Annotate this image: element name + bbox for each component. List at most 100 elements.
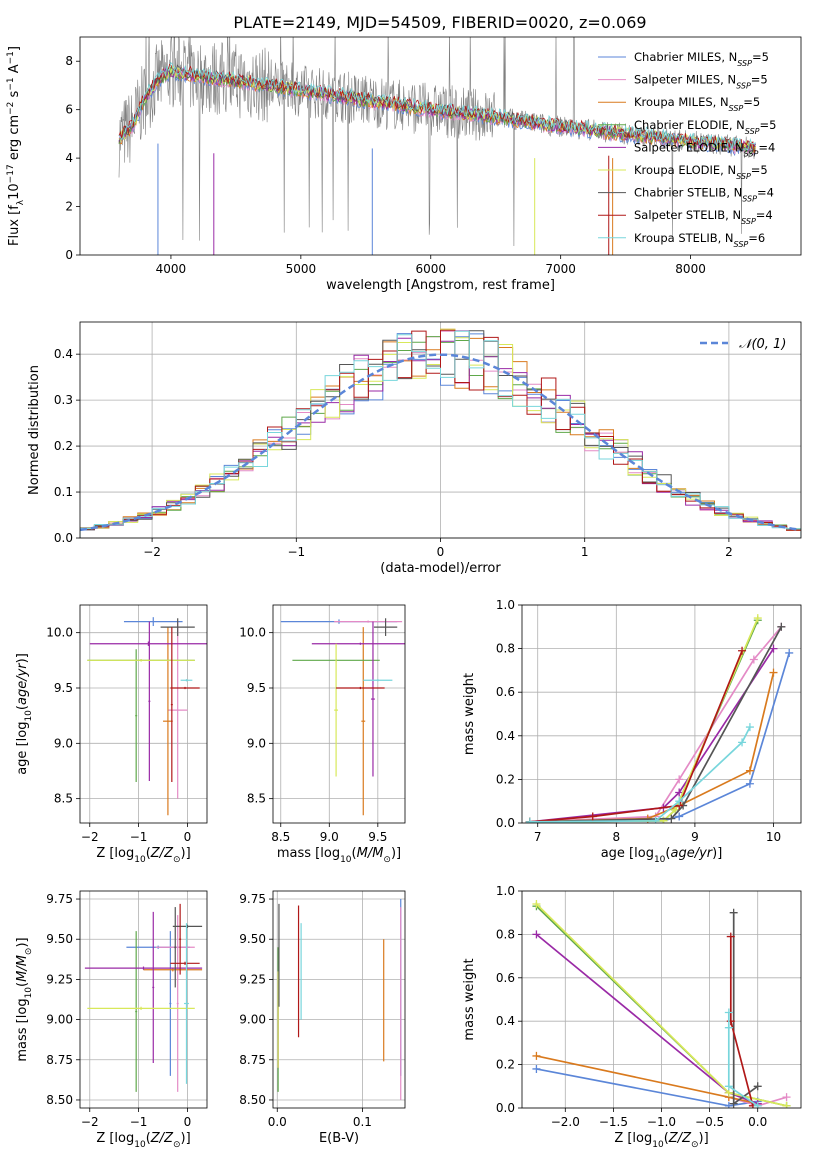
x-axis-label: E(B-V): [319, 1131, 359, 1146]
y-axis-label: mass weight: [462, 958, 477, 1040]
y-tick-label: 0.2: [54, 439, 73, 453]
weight-marker: [724, 1101, 733, 1108]
y-tick-label: 9.25: [239, 972, 266, 986]
y-tick-label: 0.2: [496, 772, 515, 786]
axes-frame: [272, 604, 406, 824]
weight-series: [529, 652, 791, 823]
x-tick-label: −1: [287, 545, 305, 559]
x-tick-label: 2: [725, 545, 733, 559]
weight-series: [529, 648, 775, 823]
x-tick-label: 0: [184, 1115, 192, 1129]
y-tick-label: 8.5: [247, 792, 266, 806]
y-tick-label: 9.50: [46, 932, 73, 946]
weight-marker: [729, 908, 738, 917]
axes-frame: [79, 890, 208, 1109]
weight-lines: [532, 900, 791, 1108]
weight-marker: [525, 817, 534, 823]
y-tick-label: 8.75: [46, 1053, 73, 1067]
weight-series: [529, 626, 783, 823]
x-axis-label: mass [log10(M/M⊙)]: [277, 846, 401, 865]
weight-marker: [675, 788, 684, 797]
weight-marker: [749, 655, 758, 664]
weight-marker: [745, 779, 754, 788]
x-tick-label: 0: [184, 830, 192, 844]
y-tick-label: 9.0: [54, 736, 73, 750]
legend-label: Chabrier MILES, NSSP=5: [634, 50, 769, 68]
weight-marker: [532, 900, 541, 909]
y-tick-label: 0.8: [496, 927, 515, 941]
weight-marker: [745, 766, 754, 775]
y-tick-label: 9.00: [239, 1013, 266, 1027]
weight-marker: [667, 814, 676, 823]
legend-label: Salpeter MILES, NSSP=5: [634, 73, 768, 91]
legend-label: Kroupa ELODIE, NSSP=5: [634, 163, 768, 181]
residual-histogram-panel: −2 −1 0 1 2 0.0 0.1 0.2 0.3 0.4 (data-model)/error…: [27, 321, 802, 576]
x-tick-label: 0: [437, 545, 445, 559]
x-tick-label: −2.0: [551, 1115, 580, 1129]
legend-label: Chabrier STELIB, NSSP=4: [634, 186, 774, 204]
weight-series: [536, 1068, 758, 1107]
y-tick-label: 1.0: [496, 598, 515, 612]
x-tick-label: 0.0: [748, 1115, 767, 1129]
x-tick-label: 0.1: [353, 1115, 372, 1129]
weight-series: [529, 619, 759, 823]
y-tick-label: 8.75: [239, 1053, 266, 1067]
weight-lines: [525, 614, 794, 823]
y-axis-label: Flux [fλ10−17 erg cm−2 s−1 A−1]: [6, 46, 26, 246]
model-spectrum: [118, 61, 756, 152]
y-tick-label: 9.75: [46, 892, 73, 906]
errorbars: [87, 617, 207, 816]
x-tick-label: 8.5: [271, 830, 290, 844]
y-tick-label: 9.5: [247, 681, 266, 695]
x-tick-label: 6000: [415, 262, 446, 276]
weight-marker: [726, 932, 735, 941]
x-axis-label: Z [log10(Z/Z⊙)]: [614, 1131, 708, 1150]
y-tick-label: 0.1: [54, 485, 73, 499]
legend-label: Chabrier ELODIE, NSSP=5: [634, 118, 776, 136]
weight-marker: [753, 614, 762, 623]
y-tick-label: 9.5: [54, 681, 73, 695]
y-tick-label: 0.4: [54, 347, 73, 361]
weight-marker: [675, 797, 684, 806]
errorbars: [84, 903, 203, 1092]
weight-marker: [777, 622, 786, 631]
axes-frame: [79, 321, 802, 539]
y-tick-label: 9.75: [239, 892, 266, 906]
weight-marker: [651, 816, 660, 823]
y-tick-label: 0: [65, 248, 73, 262]
axes-frame: [521, 604, 802, 824]
axes-frame: [79, 36, 802, 256]
x-axis-label: age [log10(age/yr)]: [601, 846, 723, 865]
y-tick-label: 9.0: [247, 736, 266, 750]
x-tick-label: −2: [81, 830, 99, 844]
x-tick-label: −0.5: [695, 1115, 724, 1129]
x-tick-label: 8: [612, 830, 620, 844]
y-tick-label: 0.3: [54, 393, 73, 407]
axes-frame: [272, 890, 406, 1109]
legend-label: Kroupa STELIB, NSSP=6: [634, 231, 765, 249]
x-axis-label: (data-model)/error: [380, 561, 501, 576]
legend-label: Kroupa MILES, NSSP=5: [634, 95, 760, 113]
weight-marker: [675, 775, 684, 784]
errorbars: [280, 618, 405, 816]
weight-series: [529, 626, 783, 823]
weight-marker: [769, 668, 778, 677]
weight-marker: [782, 1093, 791, 1102]
y-tick-label: 10.0: [46, 626, 73, 640]
x-tick-label: −1.0: [647, 1115, 676, 1129]
weight-marker: [532, 930, 541, 939]
weight-vs-metallicity-panel: −2.0 −1.5 −1.0 −0.5 0.0 0.0 0.2 0.4 0.6 0.8 1.0 mas…: [462, 884, 802, 1150]
x-tick-label: −2: [143, 545, 161, 559]
axes-frame: [79, 604, 208, 824]
y-tick-label: 6: [65, 103, 73, 117]
x-tick-label: 0.0: [268, 1115, 287, 1129]
y-tick-label: 0.0: [54, 531, 73, 545]
y-tick-label: 0.4: [496, 1014, 515, 1028]
x-tick-label: −1: [130, 830, 148, 844]
x-tick-label: 9.5: [368, 830, 387, 844]
y-tick-label: 2: [65, 200, 73, 214]
y-tick-label: 9.50: [239, 932, 266, 946]
x-tick-label: −2: [81, 1115, 99, 1129]
y-tick-label: 0.8: [496, 642, 515, 656]
